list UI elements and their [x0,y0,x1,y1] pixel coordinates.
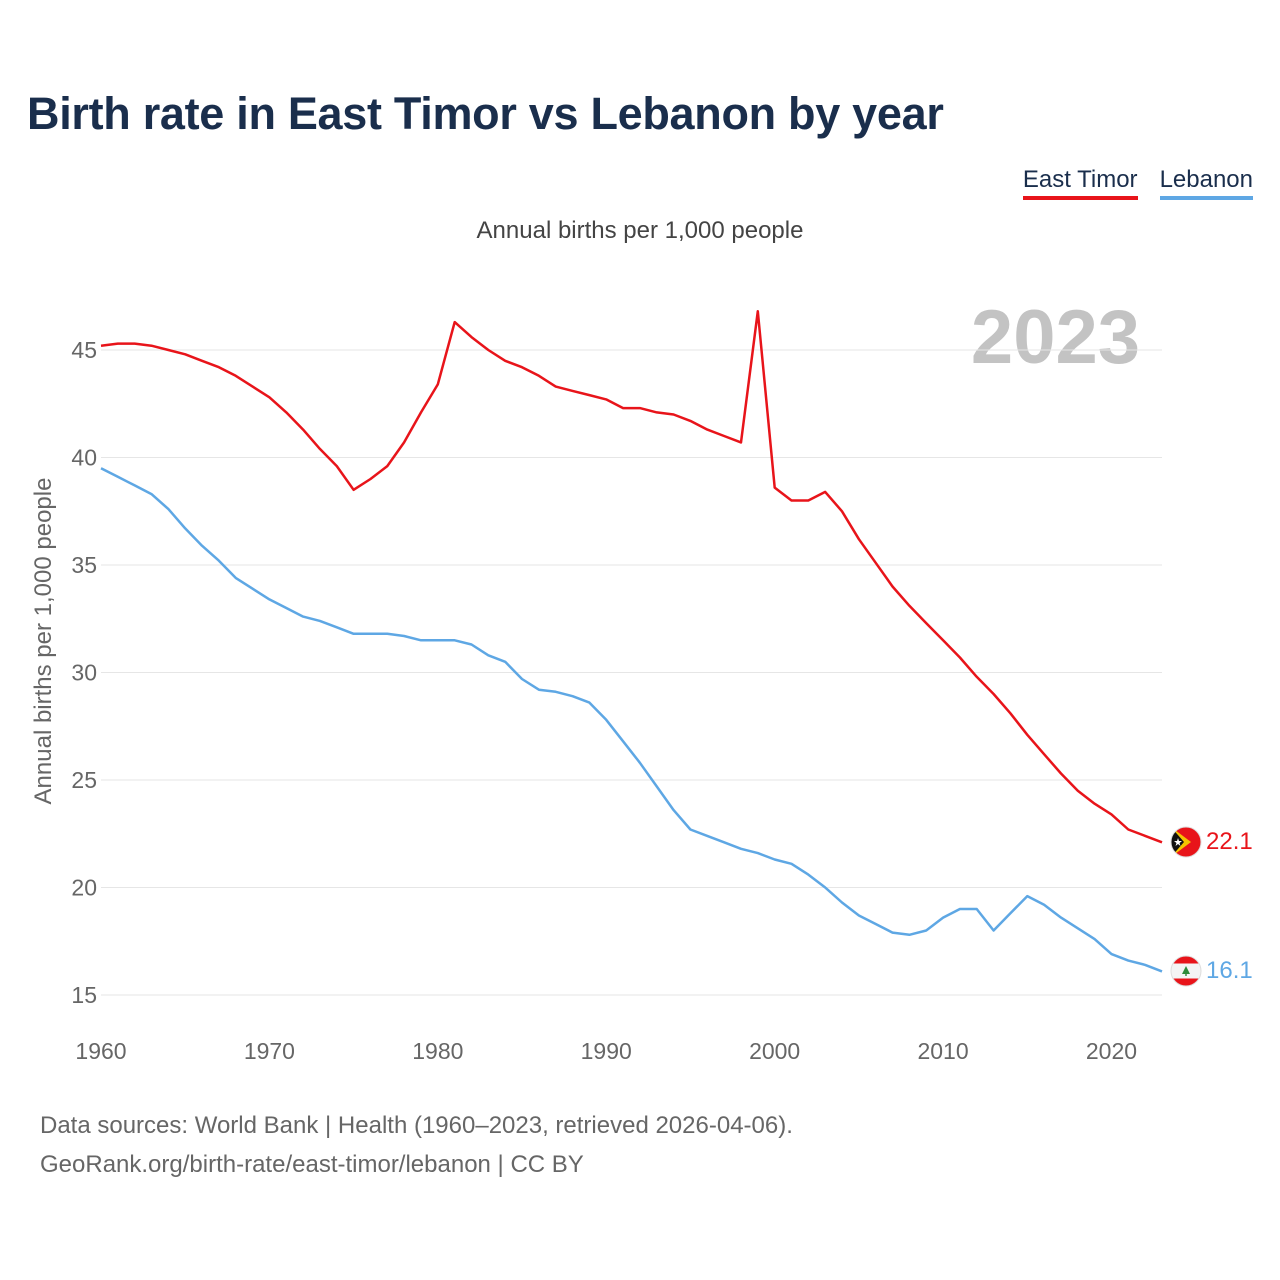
x-tick-label: 1960 [75,1038,126,1064]
x-tick-label: 1970 [244,1038,295,1064]
end-label-east-timor: 22.1 [1206,828,1253,855]
x-tick-label: 1990 [581,1038,632,1064]
y-tick-label: 25 [71,767,97,793]
footer-sources: Data sources: World Bank | Health (1960–… [40,1112,793,1139]
footer: Data sources: World Bank | Health (1960–… [40,1106,793,1184]
y-tick-label: 35 [71,552,97,578]
gridlines [101,349,1162,996]
east-timor-flag-icon [1170,826,1202,858]
x-tick-label: 2020 [1086,1038,1137,1064]
series-end-markers: 22.1 16.1 [1170,826,1253,987]
legend-item-east-timor[interactable]: East Timor [1022,166,1138,200]
footer-attribution: GeoRank.org/birth-rate/east-timor/lebano… [40,1151,584,1178]
x-tick-label: 1980 [412,1038,463,1064]
series-line-east-timor[interactable] [100,310,1163,844]
year-watermark: 2023 [970,295,1140,380]
line-chart: 15 20 25 30 35 40 45 1960 1970 1980 1990 2000 2010 2… [30,310,1253,1064]
x-axis-ticks: 1960 1970 1980 1990 2000 2010 2020 [75,1038,1137,1064]
y-axis-ticks: 15 20 25 30 35 40 45 [71,337,97,1008]
end-label-lebanon: 16.1 [1206,957,1253,984]
chart-title: Birth rate in East Timor vs Lebanon by y… [27,88,944,139]
y-tick-label: 20 [71,875,97,901]
chart-subtitle: Annual births per 1,000 people [476,217,804,244]
y-tick-label: 30 [71,660,97,686]
legend-item-lebanon[interactable]: Lebanon [1159,166,1253,200]
series-line-lebanon[interactable] [100,467,1163,973]
legend: East Timor Lebanon [1022,166,1253,200]
y-tick-label: 45 [71,337,97,363]
x-tick-label: 2000 [749,1038,800,1064]
y-tick-label: 15 [71,982,97,1008]
x-tick-label: 2010 [917,1038,968,1064]
lebanon-flag-icon [1170,955,1202,987]
y-axis-label: Annual births per 1,000 people [30,478,57,805]
y-tick-label: 40 [71,445,97,471]
series-lines [100,310,1163,973]
